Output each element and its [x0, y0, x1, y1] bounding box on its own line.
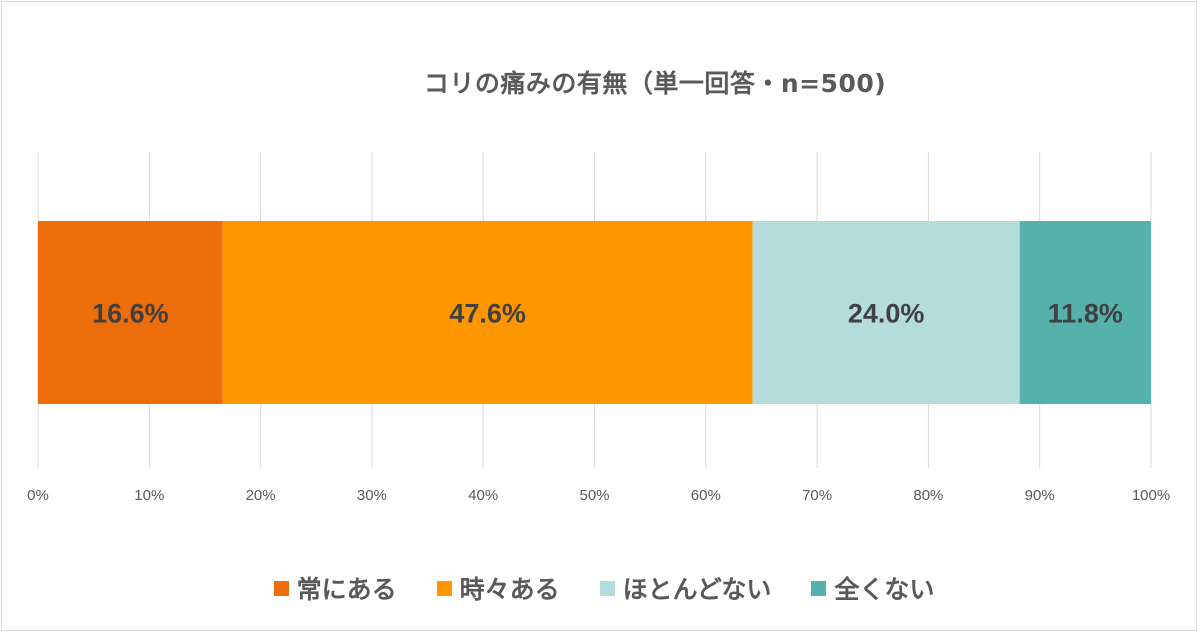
bar-segment — [222, 221, 753, 404]
legend-swatch-rarely — [599, 580, 615, 596]
bar-segment — [38, 221, 223, 404]
x-tick-label: 30% — [357, 487, 387, 504]
stacked-bar — [38, 221, 1151, 404]
legend-swatch-never — [811, 580, 827, 596]
legend-label-never: 全くない — [834, 575, 935, 604]
legend-swatch-sometimes — [436, 580, 452, 596]
legend-item-never: 全くない — [811, 570, 934, 606]
legend-label-always: 常にある — [296, 575, 397, 604]
legend-item-rarely: ほとんどない — [599, 570, 772, 606]
data-label: 24.0% — [848, 299, 925, 329]
data-labels: 16.6% 47.6% 24.0% 11.8% — [92, 299, 1123, 329]
chart-title: コリの痛みの有無（単一回答・n=500) — [423, 69, 887, 98]
legend-item-always: 常にある — [273, 570, 397, 606]
data-label: 11.8% — [1048, 299, 1123, 329]
legend-label-rarely: ほとんどない — [622, 575, 772, 604]
x-tick-label: 0% — [27, 487, 49, 504]
x-tick-label: 60% — [691, 487, 721, 504]
legend-item-sometimes: 時々ある — [436, 570, 560, 606]
x-tick-label: 50% — [579, 487, 609, 504]
x-tick-label: 10% — [134, 487, 164, 504]
chart-plot: 16.6% 47.6% 24.0% 11.8% 0% 10% 20% 30% 40% 50% 60… — [27, 152, 1170, 504]
data-label: 47.6% — [449, 299, 526, 329]
x-tick-label: 90% — [1025, 487, 1055, 504]
data-label: 16.6% — [92, 299, 169, 329]
bar-segment — [1019, 221, 1151, 404]
x-tick-label: 20% — [246, 487, 276, 504]
x-tick-label: 100% — [1132, 487, 1170, 504]
x-axis-ticks: 0% 10% 20% 30% 40% 50% 60% 70% 80% 90% 100% — [27, 487, 1170, 504]
legend-label-sometimes: 時々ある — [459, 575, 560, 604]
x-tick-label: 40% — [468, 487, 498, 504]
legend: 常にある 時々ある ほとんどない 全くない — [0, 570, 1200, 606]
legend-swatch-always — [273, 580, 289, 596]
bar-segment — [752, 221, 1020, 404]
x-tick-label: 80% — [913, 487, 943, 504]
x-tick-label: 70% — [802, 487, 832, 504]
